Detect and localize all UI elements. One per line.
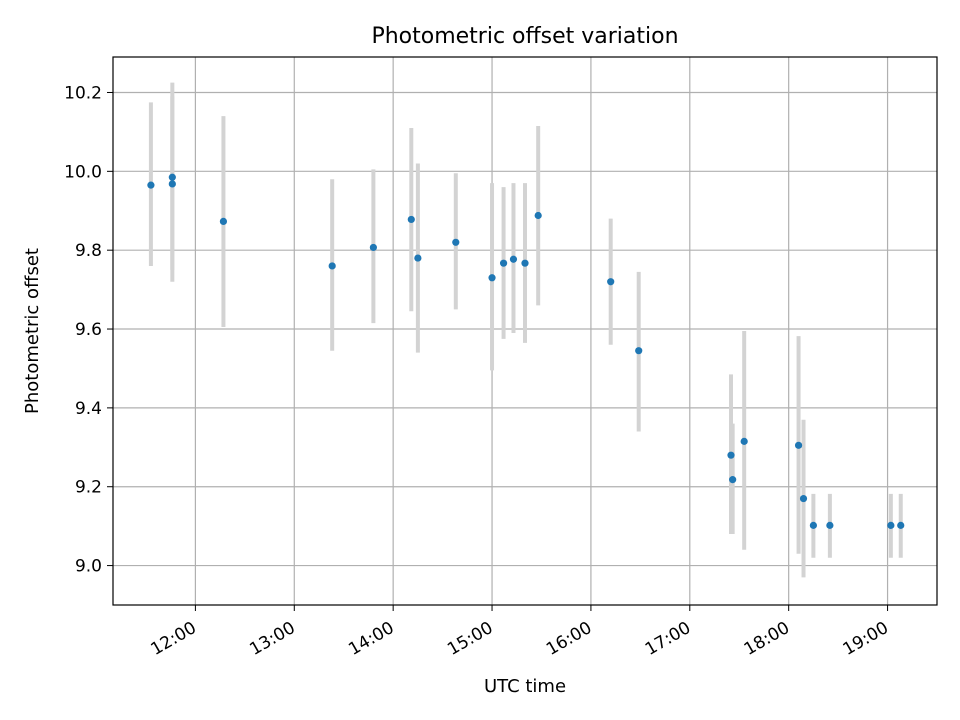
x-tick-label: 14:00 [345, 618, 397, 660]
data-point [607, 278, 615, 286]
x-tick-label: 12:00 [147, 618, 199, 660]
x-tick-label: 13:00 [246, 618, 298, 660]
data-point [521, 259, 529, 267]
x-axis-ticks: 12:00 13:00 14:00 15:00 16:00 17:00 18:00 19:00 [147, 605, 892, 660]
x-tick-label: 19:00 [840, 618, 892, 660]
y-axis-label: Photometric offset [22, 248, 43, 414]
y-axis-ticks: 9.0 9.2 9.4 9.6 9.8 10.0 10.2 [64, 83, 113, 577]
y-tick-label: 9.0 [75, 557, 102, 577]
data-point [809, 521, 818, 529]
data-point [887, 521, 895, 529]
y-tick-label: 10.2 [64, 83, 102, 103]
data-point [147, 181, 155, 189]
data-point [407, 215, 415, 224]
data-point [799, 494, 808, 503]
data-point [740, 437, 748, 445]
data-point [168, 173, 176, 181]
y-tick-label: 9.2 [75, 478, 102, 498]
data-point [414, 254, 422, 262]
data-point [219, 217, 228, 225]
data-point [635, 347, 643, 355]
data-point [727, 451, 735, 459]
data-point [488, 274, 496, 282]
y-tick-label: 9.6 [75, 320, 102, 340]
x-tick-label: 18:00 [741, 618, 793, 660]
x-tick-label: 15:00 [444, 618, 496, 660]
data-point [452, 238, 460, 246]
x-axis-label: UTC time [484, 676, 566, 697]
y-tick-label: 9.4 [75, 399, 102, 419]
data-point [534, 211, 542, 220]
x-tick-label: 16:00 [543, 618, 595, 660]
data-point [794, 441, 803, 449]
data-point [499, 259, 508, 267]
data-point [729, 476, 737, 484]
data-points [147, 173, 905, 529]
data-point [897, 521, 905, 529]
x-tick-label: 17:00 [642, 618, 694, 660]
data-point [328, 262, 336, 270]
data-point [826, 521, 834, 529]
data-point [509, 255, 518, 263]
data-point [369, 243, 377, 252]
plot-frame [112, 56, 938, 606]
y-tick-label: 10.0 [64, 162, 102, 182]
data-point [168, 180, 176, 188]
chart-title: Photometric offset variation [371, 24, 678, 49]
y-tick-label: 9.8 [75, 241, 102, 261]
